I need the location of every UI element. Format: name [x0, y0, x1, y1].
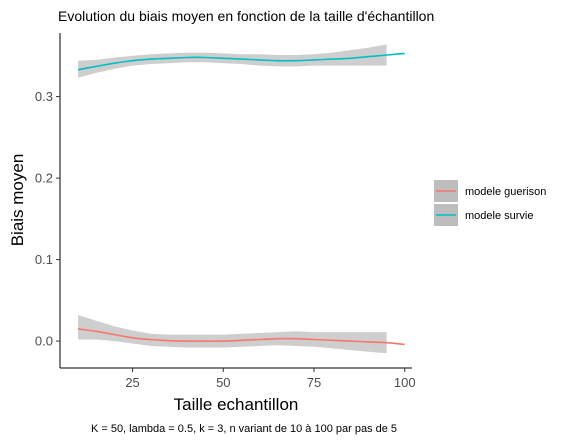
series-line-1 — [77, 52, 405, 71]
x-tick-label: 75 — [307, 375, 321, 390]
x-axis-title: Taille echantillon — [174, 395, 299, 414]
ci-band-0 — [78, 315, 387, 354]
y-tick-label: 0.2 — [35, 171, 53, 186]
y-tick-label: 0.3 — [35, 89, 53, 104]
x-tick-label: 50 — [216, 375, 230, 390]
x-tick-label: 100 — [394, 375, 416, 390]
y-axis-title: Biais moyen — [8, 154, 27, 247]
ci-band-1 — [78, 44, 387, 78]
legend-label-0: modele guerison — [465, 186, 546, 198]
y-ticks: 0.0 0.1 0.2 0.3 — [35, 89, 60, 349]
y-tick-label: 0.1 — [35, 252, 53, 267]
legend: modele guerison modele survie — [434, 180, 546, 226]
y-tick-label: 0.0 — [35, 334, 53, 349]
series-lines — [77, 52, 405, 346]
chart-caption: K = 50, lambda = 0.5, k = 3, n variant d… — [91, 423, 397, 435]
plot-area: 0.0 0.1 0.2 0.3 25 50 75 100 — [35, 33, 416, 390]
x-tick-label: 25 — [125, 375, 139, 390]
series-line-0 — [77, 328, 405, 346]
legend-label-1: modele survie — [465, 210, 533, 222]
x-ticks: 25 50 75 100 — [125, 368, 416, 390]
chart-title: Evolution du biais moyen en fonction de … — [58, 8, 434, 24]
ci-bands — [78, 44, 387, 354]
